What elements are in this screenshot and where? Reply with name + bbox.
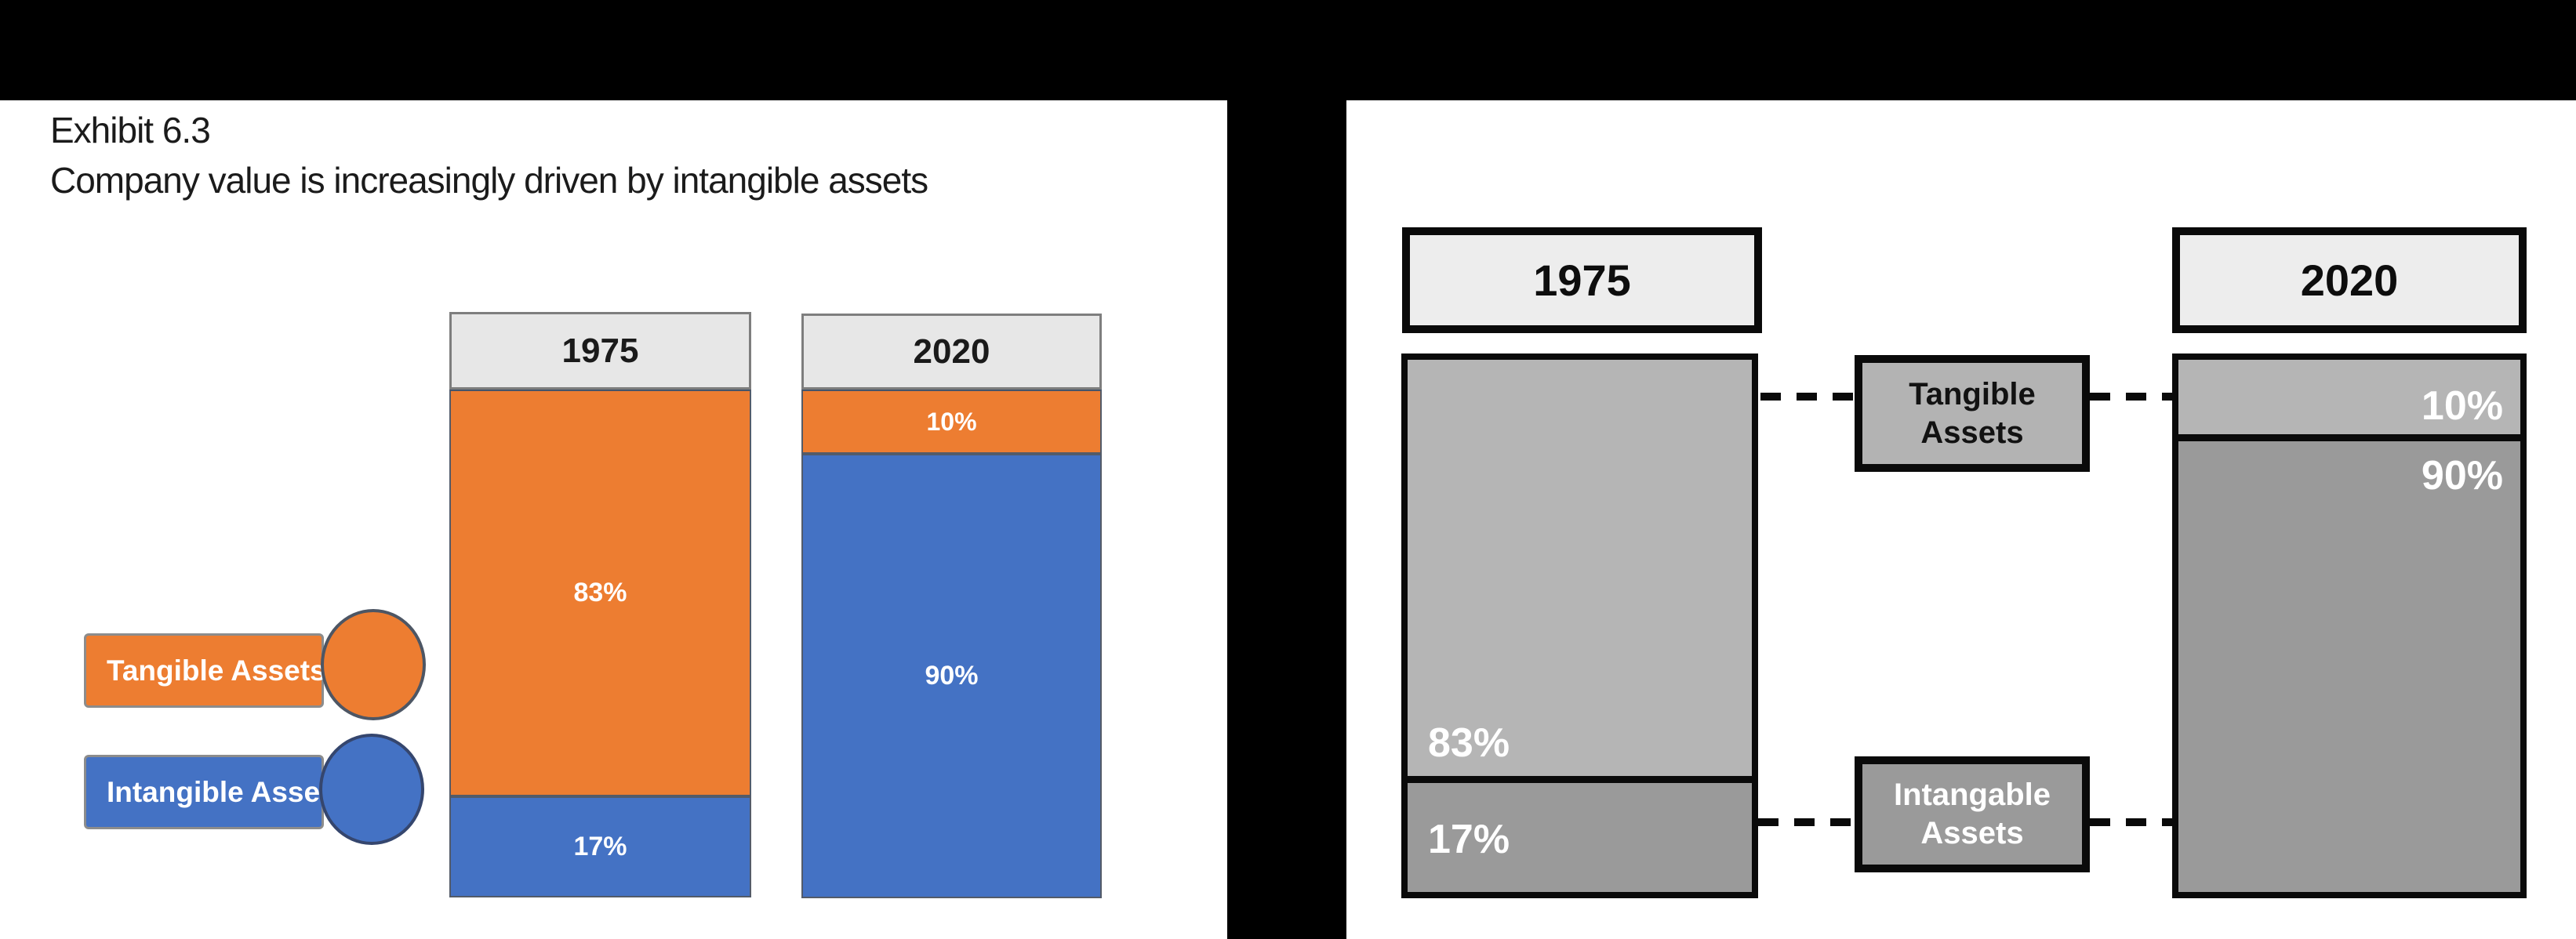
year-header-2020: 2020	[801, 314, 1102, 390]
left-chart-column-2020: 2020 10% 90%	[801, 314, 1102, 898]
tangible-callout-line1: Tangible	[1909, 376, 2036, 411]
dash-connector-tangible-left	[1760, 393, 1855, 401]
intangible-callout-line2: Assets	[1920, 816, 2024, 850]
tangible-segment-1975: 83%	[449, 390, 751, 796]
tangible-callout-line2: Assets	[1920, 415, 2024, 450]
dash-connector-intangible-right	[2090, 818, 2172, 826]
exhibit-title-block: Exhibit 6.3 Company value is increasingl…	[50, 105, 928, 205]
intangible-callout-line1: Intangable	[1893, 778, 2051, 813]
right-tangible-value-2020: 10%	[2421, 383, 2503, 429]
right-tangible-segment-2020: 10%	[2178, 360, 2520, 434]
right-intangible-segment-1975: 17%	[1408, 776, 1752, 892]
year-header-1975: 1975	[449, 312, 751, 390]
right-chart-column-2020: 10% 90%	[2172, 353, 2527, 898]
right-year-header-2020: 2020	[2172, 227, 2527, 333]
legend-tangible-label: Tangible Assets	[107, 654, 326, 687]
legend-intangible-label: Intangible Assets	[107, 775, 346, 808]
legend-tangible-pill: Tangible Assets	[84, 633, 326, 708]
intangible-value-1975: 17%	[573, 832, 627, 861]
right-intangible-segment-2020: 90%	[2178, 434, 2520, 892]
dash-connector-tangible-right	[2090, 393, 2172, 401]
right-year-header-1975: 1975	[1402, 227, 1762, 333]
tangible-value-2020: 10%	[926, 407, 977, 436]
intangible-value-2020: 90%	[925, 661, 979, 691]
right-tangible-segment-1975: 83%	[1408, 360, 1752, 776]
intangible-segment-1975: 17%	[449, 796, 751, 897]
exhibit-number: Exhibit 6.3	[50, 110, 211, 150]
left-chart-column-1975: 1975 83% 17%	[449, 312, 751, 897]
right-chart-column-1975: 83% 17%	[1401, 353, 1758, 898]
right-intangible-value-1975: 17%	[1428, 817, 1510, 862]
exhibit-subtitle: Company value is increasingly driven by …	[50, 160, 928, 201]
tangible-assets-callout: Tangible Assets	[1855, 355, 2090, 472]
legend-tangible-circle	[321, 609, 426, 720]
legend-intangible-circle	[319, 734, 424, 845]
right-tangible-value-1975: 83%	[1428, 720, 1510, 766]
legend-intangible-pill: Intangible Assets	[84, 755, 346, 829]
center-black-divider	[1227, 0, 1346, 939]
tangible-value-1975: 83%	[573, 578, 627, 607]
right-intangible-value-2020: 90%	[2421, 453, 2503, 499]
intangible-assets-callout: Intangable Assets	[1855, 756, 2090, 872]
dash-connector-intangible-left	[1758, 818, 1855, 826]
intangible-segment-2020: 90%	[801, 454, 1102, 898]
tangible-segment-2020: 10%	[801, 390, 1102, 454]
